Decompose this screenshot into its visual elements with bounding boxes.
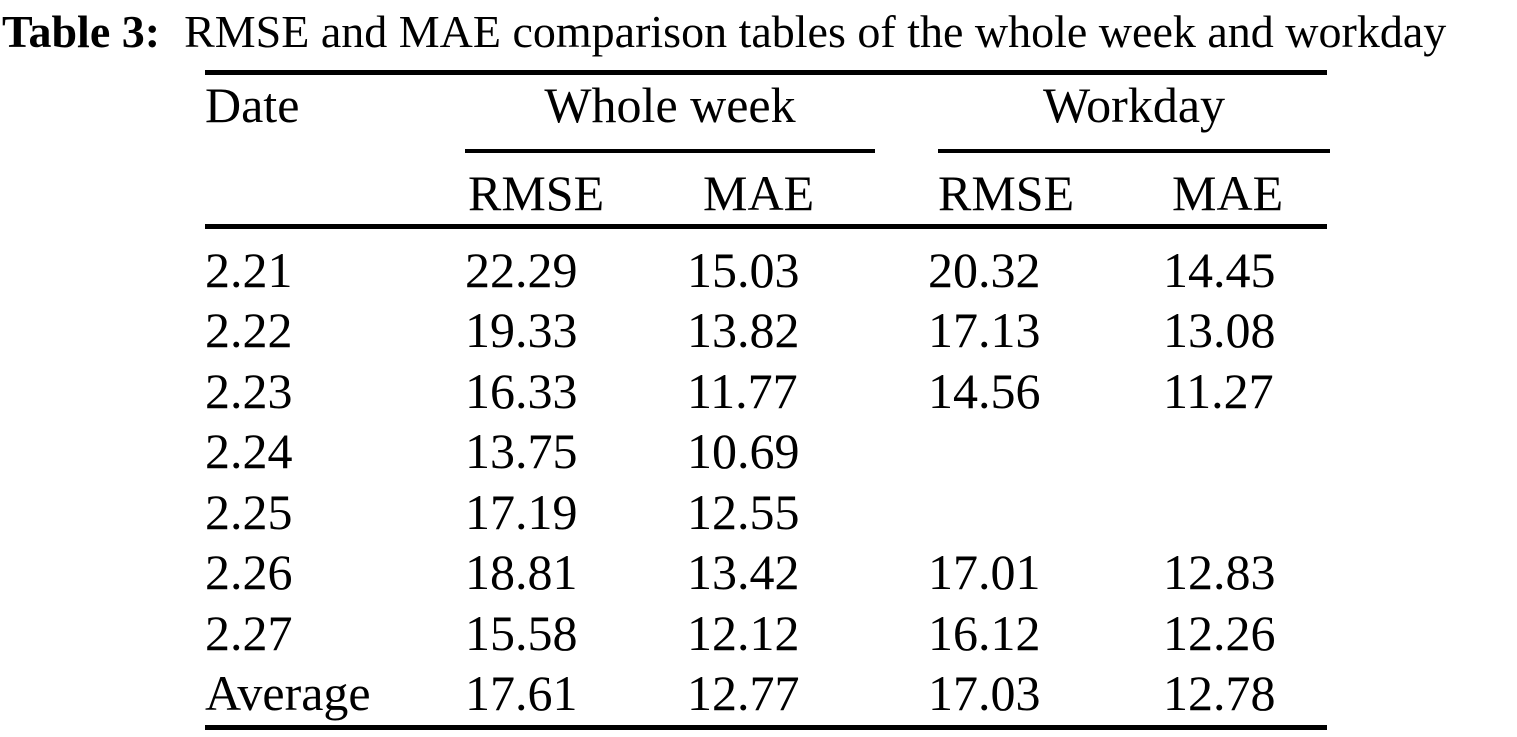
value-cell: 15.58 [465,605,578,661]
value-cell: 22.29 [465,242,578,298]
value-cell: 14.56 [928,363,1041,419]
value-cell: 12.83 [1163,544,1276,600]
value-cell: 12.77 [687,665,800,721]
workday-group-header: Workday [1042,77,1226,133]
date-cell: 2.23 [205,363,293,419]
value-cell: 17.61 [465,665,578,721]
whole-week-mae-header: MAE [703,165,815,221]
value-cell: 14.45 [1163,242,1276,298]
date-cell: 2.27 [205,605,293,661]
value-cell: 20.32 [928,242,1041,298]
value-cell: 11.27 [1163,363,1274,419]
date-cell: 2.24 [205,423,293,479]
table-row: 2.24 13.75 10.69 [0,426,1517,476]
value-cell: 13.42 [687,544,800,600]
table-row: 2.22 19.33 13.82 17.13 13.08 [0,305,1517,355]
date-cell: 2.25 [205,484,293,540]
value-cell: 17.01 [928,544,1041,600]
workday-rmse-header: RMSE [938,165,1075,221]
value-cell: 12.78 [1163,665,1276,721]
value-cell: 12.26 [1163,605,1276,661]
table-subheader-row: RMSE MAE RMSE MAE [0,168,1517,218]
table-caption-text: RMSE and MAE comparison tables of the wh… [184,6,1447,57]
value-cell: 17.13 [928,302,1041,358]
table-caption: Table 3: RMSE and MAE comparison tables o… [2,6,1446,58]
table-row: 2.26 18.81 13.42 17.01 12.83 [0,547,1517,597]
value-cell: 13.75 [465,423,578,479]
table-row-average: Average 17.61 12.77 17.03 12.78 [0,668,1517,718]
table-header-bottom-rule [205,224,1327,229]
table-row: 2.23 16.33 11.77 14.56 11.27 [0,366,1517,416]
workday-group-rule [938,149,1330,153]
table-row: 2.27 15.58 12.12 16.12 12.26 [0,608,1517,658]
date-cell: Average [205,665,371,721]
value-cell: 15.03 [687,242,800,298]
value-cell: 18.81 [465,544,578,600]
table-row: 2.25 17.19 12.55 [0,487,1517,537]
value-cell: 16.12 [928,605,1041,661]
value-cell: 17.19 [465,484,578,540]
date-column-header: Date [205,77,300,133]
value-cell: 13.08 [1163,302,1276,358]
value-cell: 11.77 [687,363,798,419]
whole-week-rmse-header: RMSE [468,165,605,221]
value-cell: 10.69 [687,423,800,479]
table-group-header-row: Date Whole week Workday [0,80,1517,130]
date-cell: 2.26 [205,544,293,600]
workday-mae-header: MAE [1172,165,1284,221]
date-cell: 2.21 [205,242,293,298]
value-cell: 19.33 [465,302,578,358]
table-bottom-rule [205,725,1327,730]
value-cell: 12.12 [687,605,800,661]
table-row: 2.21 22.29 15.03 20.32 14.45 [0,245,1517,295]
table-top-rule [205,70,1327,75]
value-cell: 12.55 [687,484,800,540]
value-cell: 17.03 [928,665,1041,721]
whole-week-group-header: Whole week [544,77,796,133]
value-cell: 13.82 [687,302,800,358]
value-cell: 16.33 [465,363,578,419]
date-cell: 2.22 [205,302,293,358]
table-caption-label: Table 3: [2,6,161,57]
whole-week-group-rule [465,149,875,153]
